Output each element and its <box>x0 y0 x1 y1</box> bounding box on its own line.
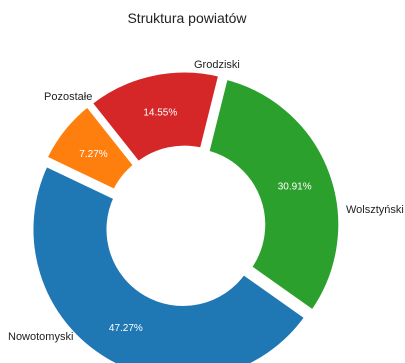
category-label: Pozostałe <box>44 91 92 103</box>
percent-label: 14.55% <box>143 108 177 119</box>
slice-grodziski <box>86 67 224 168</box>
percent-label: 47.27% <box>109 323 143 334</box>
slice-nowotomyski <box>28 160 311 363</box>
category-label: Nowotomyski <box>8 331 73 343</box>
percent-label: 30.91% <box>278 181 312 192</box>
category-labels-group: Wolsztyński Nowotomyski Pozostałe Grodziski <box>8 59 404 343</box>
category-label: Wolsztyński <box>346 204 404 216</box>
slices-group <box>28 67 344 363</box>
chart-title: Struktura powiatów <box>127 10 247 26</box>
slice-pozostale <box>41 100 140 196</box>
category-label: Grodziski <box>194 59 240 71</box>
percent-labels-group: 30.91% 47.27% 7.27% 14.55% <box>79 108 311 334</box>
slice-wolsztynski <box>203 74 344 316</box>
percent-label: 7.27% <box>79 149 107 160</box>
